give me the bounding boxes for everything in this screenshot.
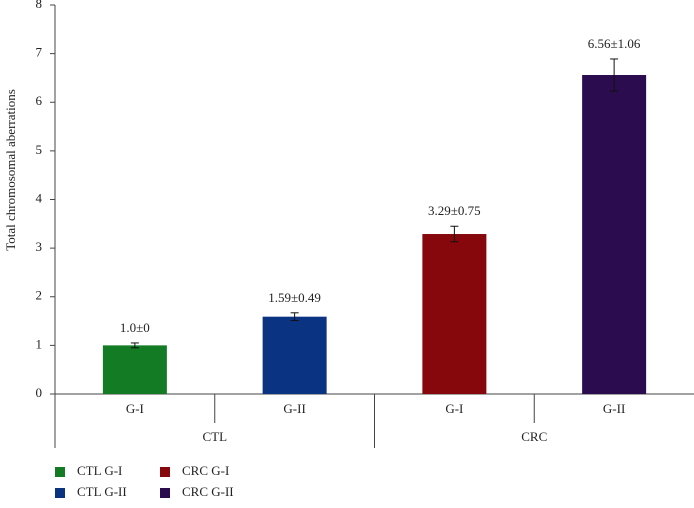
bar (422, 234, 487, 394)
y-tick-label: 7 (36, 45, 43, 60)
y-tick-label: 8 (36, 0, 43, 11)
y-tick-label: 1 (36, 336, 43, 351)
y-tick-label: 2 (36, 288, 43, 303)
value-label: 3.29±0.75 (428, 203, 481, 218)
legend-swatch (160, 488, 170, 498)
group-label: CTL (202, 429, 227, 444)
value-label: 1.59±0.49 (268, 290, 321, 305)
bar (582, 75, 647, 395)
y-axis-label: Total chromosomal aberrations (3, 89, 18, 251)
x-tick-label: G-II (603, 401, 625, 416)
bar (262, 316, 327, 394)
legend-label: CRC G-II (182, 484, 234, 499)
x-tick-label: G-I (126, 401, 144, 416)
y-tick-label: 0 (36, 385, 43, 400)
group-label: CRC (521, 429, 547, 444)
legend-label: CTL G-I (77, 463, 122, 478)
y-tick-label: 6 (36, 93, 43, 108)
value-label: 6.56±1.06 (588, 36, 641, 51)
x-tick-label: G-II (283, 401, 305, 416)
y-tick-label: 4 (36, 190, 43, 205)
legend-swatch (55, 467, 65, 477)
legend-label: CTL G-II (77, 484, 127, 499)
x-tick-label: G-I (445, 401, 463, 416)
y-tick-label: 3 (36, 239, 43, 254)
value-label: 1.0±0 (120, 320, 150, 335)
y-tick-label: 5 (36, 142, 43, 157)
legend-swatch (160, 467, 170, 477)
legend-label: CRC G-I (182, 463, 229, 478)
bar (102, 345, 167, 394)
legend-swatch (55, 488, 65, 498)
